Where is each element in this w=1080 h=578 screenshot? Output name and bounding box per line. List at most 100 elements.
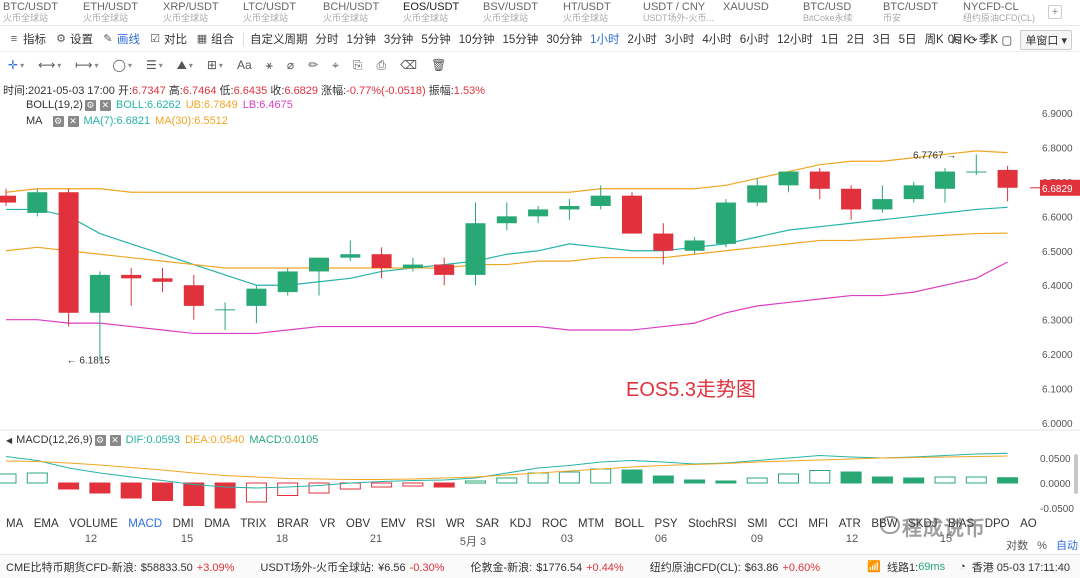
period-7[interactable]: 30分钟	[546, 33, 583, 46]
refresh-interval[interactable]: 0s	[947, 34, 960, 46]
period-16[interactable]: 3日	[872, 33, 891, 46]
percent-scale-toggle[interactable]: %	[1037, 540, 1047, 552]
channel-icon[interactable]: ☰ ▾	[145, 58, 163, 72]
text-icon[interactable]: Aa	[236, 58, 252, 72]
boll-settings-icon[interactable]: ⚙	[84, 99, 96, 111]
indicator-roc[interactable]: ROC	[541, 518, 568, 530]
indicator-dma[interactable]: DMA	[204, 518, 230, 530]
indicator-atr[interactable]: ATR	[838, 518, 861, 530]
indicator-rsi[interactable]: RSI	[416, 518, 436, 530]
period-3[interactable]: 3分钟	[383, 33, 414, 46]
ticker-item[interactable]: USDT场外-火币全球站: ¥6.56 -0.30%	[260, 559, 444, 575]
pattern-icon[interactable]: ⛰ ▾	[176, 57, 193, 72]
period-17[interactable]: 5日	[898, 33, 917, 46]
period-14[interactable]: 1日	[820, 33, 839, 46]
indicator-smi[interactable]: SMI	[747, 518, 768, 530]
indicator-boll[interactable]: BOLL	[614, 518, 645, 530]
symbol-tab[interactable]: BTC/USD BitCoke永续	[800, 0, 880, 25]
tool-draw[interactable]: ✎ 画线	[102, 31, 140, 47]
period-6[interactable]: 15分钟	[502, 33, 539, 46]
erase-icon[interactable]: ⌫	[400, 58, 418, 72]
symbol-tab[interactable]: BTC/USDT 火币全球站	[0, 0, 80, 25]
indicator-trix[interactable]: TRIX	[240, 518, 267, 530]
period-4[interactable]: 5分钟	[421, 33, 451, 46]
line-label[interactable]: 线路1:	[887, 561, 919, 574]
ticker-item[interactable]: 伦敦金-新浪: $1776.54 +0.44%	[470, 559, 623, 575]
period-15[interactable]: 2日	[846, 33, 865, 46]
indicator-dmi[interactable]: DMI	[172, 518, 194, 530]
lock-icon[interactable]: ⌖	[332, 57, 339, 72]
period-2[interactable]: 1分钟	[346, 33, 376, 46]
ticker-item[interactable]: CME比特币期货CFD-新浪: $58833.50 +3.09%	[6, 559, 234, 575]
brush-icon[interactable]: ✏	[308, 58, 319, 72]
indicator-stochrsi[interactable]: StochRSI	[688, 518, 737, 530]
ellipse-icon[interactable]: ◯ ▾	[112, 58, 132, 72]
indicator-volume[interactable]: VOLUME	[69, 518, 118, 530]
symbol-tab[interactable]: LTC/USDT 火币全球站	[240, 0, 320, 25]
symbol-tab[interactable]: BTC/USDT 币安	[880, 0, 960, 25]
auto-scale-toggle[interactable]: 自动	[1056, 540, 1078, 552]
macd-settings-icon[interactable]: ⚙	[94, 434, 106, 446]
ma-settings-icon[interactable]: ⚙	[52, 115, 64, 127]
period-18[interactable]: 周K	[924, 33, 944, 46]
ma-close-icon[interactable]: ✕	[67, 115, 79, 127]
indicator-wr[interactable]: WR	[445, 518, 465, 530]
ray-icon[interactable]: ⟼ ▾	[75, 58, 99, 72]
indicator-macd[interactable]: MACD	[128, 518, 163, 530]
tool-compare[interactable]: ☑ 对比	[149, 31, 187, 47]
tool-indicators[interactable]: ≡ 指标	[8, 31, 46, 47]
symbol-tab[interactable]: XAUUSD	[720, 0, 800, 25]
boll-close-icon[interactable]: ✕	[99, 99, 111, 111]
magnet-icon[interactable]: ⚹	[265, 57, 273, 72]
paste-icon[interactable]: ⎙	[376, 57, 387, 72]
fullscreen-icon[interactable]: ⛶	[985, 33, 994, 46]
symbol-tab[interactable]: BCH/USDT 火币全球站	[320, 0, 400, 25]
symbol-tab[interactable]: BSV/USDT 火币全球站	[480, 0, 560, 25]
window-layout-select[interactable]: 单窗口 ▾	[1020, 30, 1072, 50]
indicator-brar[interactable]: BRAR	[276, 518, 309, 530]
indicator-cci[interactable]: CCI	[778, 518, 798, 530]
period-8[interactable]: 1小时	[590, 33, 620, 46]
tool-settings[interactable]: ⚙ 设置	[55, 31, 93, 47]
indicator-ma[interactable]: MA	[6, 518, 24, 530]
period-9[interactable]: 2小时	[627, 33, 657, 46]
price-chart[interactable]: 6.0000 6.1000 6.2000 6.3000 6.4000 6.5000 6.60…	[0, 78, 1080, 515]
log-scale-toggle[interactable]: 对数	[1006, 540, 1029, 552]
ticker-item[interactable]: 纽约原油CFD(CL): $63.86 +0.60%	[650, 559, 820, 575]
period-5[interactable]: 10分钟	[458, 33, 495, 46]
indicator-mfi[interactable]: MFI	[808, 518, 829, 530]
macd-close-icon[interactable]: ✕	[109, 434, 121, 446]
reload-icon[interactable]: ⟳	[967, 35, 978, 47]
symbol-tab[interactable]: USDT / CNY USDT场外-火币...	[640, 0, 720, 25]
tool-combine[interactable]: ▦ 组合	[196, 31, 234, 47]
link-icon[interactable]: ⌀	[286, 58, 295, 72]
period-0[interactable]: 自定义周期	[250, 33, 308, 46]
symbol-tab[interactable]: ETH/USDT 火币全球站	[80, 0, 160, 25]
copy-icon[interactable]: ⎘	[352, 57, 363, 72]
symbol-tab[interactable]: NYCFD-CL 纽约原油CFD(CL)	[960, 0, 1040, 25]
screenshot-icon[interactable]: ▢	[1001, 35, 1013, 47]
period-1[interactable]: 分时	[315, 33, 339, 46]
period-13[interactable]: 12小时	[777, 33, 813, 46]
indicator-kdj[interactable]: KDJ	[509, 518, 532, 530]
indicator-ema[interactable]: EMA	[33, 518, 59, 530]
indicator-mtm[interactable]: MTM	[577, 518, 605, 530]
indicator-ao[interactable]: AO	[1020, 518, 1037, 530]
macd-collapse-icon[interactable]: ◀	[6, 435, 13, 445]
indicator-dpo[interactable]: DPO	[984, 518, 1010, 530]
indicator-bias[interactable]: BIAS	[947, 518, 975, 530]
trash-icon[interactable]: 🗑	[431, 58, 447, 72]
indicator-vr[interactable]: VR	[319, 518, 336, 530]
indicator-emv[interactable]: EMV	[380, 518, 406, 530]
period-11[interactable]: 4小时	[702, 33, 732, 46]
indicator-skdj[interactable]: SKDJ	[908, 518, 938, 530]
measure-icon[interactable]: ⊞ ▾	[206, 58, 223, 72]
symbol-tab[interactable]: XRP/USDT 火币全球站	[160, 0, 240, 25]
period-12[interactable]: 6小时	[739, 33, 770, 46]
crosshair-icon[interactable]: ✛ ▾	[8, 58, 25, 72]
indicator-sar[interactable]: SAR	[475, 518, 500, 530]
add-symbol-button[interactable]: +	[1048, 5, 1062, 19]
indicator-obv[interactable]: OBV	[345, 518, 371, 530]
period-19[interactable]: 月K	[951, 33, 971, 46]
period-10[interactable]: 3小时	[664, 33, 695, 46]
